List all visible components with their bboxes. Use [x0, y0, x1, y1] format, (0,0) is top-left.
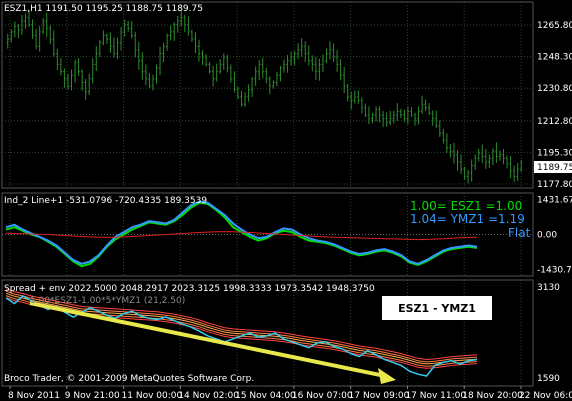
- legend-flat: Flat: [508, 226, 531, 240]
- x-tick-0: 8 Nov 2011: [8, 391, 60, 401]
- y-tick-1-3: 1212.80: [537, 117, 572, 127]
- y-tick-1-5: 1177.80: [537, 180, 572, 190]
- x-tick-7: 17 Nov 11:00: [405, 391, 466, 401]
- x-tick-9: 22 Nov 06:00: [519, 391, 572, 401]
- x-tick-4: 15 Nov 04:00: [235, 391, 296, 401]
- x-tick-5: 16 Nov 07:00: [292, 391, 353, 401]
- y-tick-2-2: -1430.71: [537, 265, 572, 275]
- legend-esz1: 1.00= ESZ1 =1.00: [410, 199, 522, 213]
- x-tick-6: 17 Nov 09:00: [349, 391, 410, 401]
- y-tick-1-0: 1265.80: [537, 21, 572, 31]
- indicator-line-flat: [5, 231, 478, 241]
- x-tick-3: 14 Nov 02:00: [178, 391, 239, 401]
- y-tick-1-4: 1195.30: [537, 148, 572, 158]
- price-tag: 1189.75: [537, 163, 572, 173]
- x-tick-8: 18 Nov 20:00: [462, 391, 523, 401]
- legend-ymz1: 1.04= YMZ1 =1.19: [410, 212, 525, 226]
- trend-arrow-head: [378, 368, 396, 384]
- spread-line: [5, 294, 478, 377]
- footer-copyright: Broco Trader, © 2001-2009 MetaQuotes Sof…: [4, 374, 254, 384]
- price-tag-box: [534, 161, 572, 173]
- y-tick-3-0: 3130: [537, 283, 560, 293]
- trend-arrow-shaft: [29, 301, 386, 378]
- y-tick-1-1: 1248.30: [537, 53, 572, 63]
- main-header: ESZ1,H1 1191.50 1195.25 1188.75 1189.75: [4, 4, 203, 14]
- spread-header: Spread + env 2022.5000 2048.2917 2023.31…: [4, 284, 375, 294]
- envelope-band-1: [5, 290, 478, 363]
- x-tick-1: 9 Nov 21:00: [65, 391, 120, 401]
- panel-frame-1: [1, 1, 534, 189]
- envelope-band-0: [5, 288, 478, 361]
- y-tick-1-2: 1230.80: [537, 84, 572, 94]
- panel-frame-3: [1, 279, 534, 387]
- x-tick-2: 11 Nov 00:00: [122, 391, 183, 401]
- spread-label: ESZ1 - YMZ1: [398, 302, 476, 315]
- indicator-header: Ind_2 Line+1 -531.0796 -720.4335 189.353…: [4, 196, 207, 206]
- indicator-line-ymz1: [5, 200, 478, 265]
- spread-subheader: 1.00*ESZ1-1.00*5*YMZ1 (21,2.50): [30, 296, 185, 306]
- y-tick-2-1: 0.00: [537, 231, 557, 241]
- spread-label-box: [382, 296, 492, 320]
- y-tick-2-0: 1431.67: [537, 196, 572, 206]
- y-tick-3-1: 1590: [537, 374, 560, 384]
